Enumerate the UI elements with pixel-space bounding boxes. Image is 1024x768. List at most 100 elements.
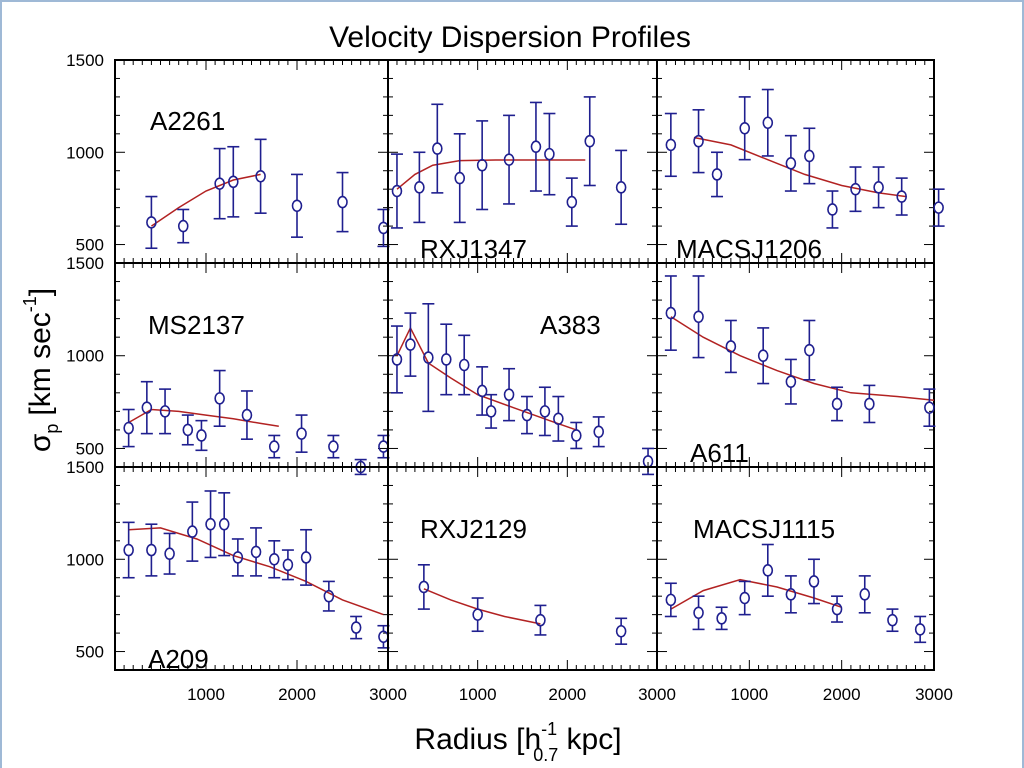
data-point	[785, 375, 797, 388]
panel-frame	[656, 466, 935, 671]
data-point	[716, 612, 727, 625]
data-point	[350, 621, 362, 634]
data-point	[873, 181, 884, 194]
y-tick-label: 1000	[66, 143, 104, 162]
panel-label: RXJ1347	[420, 234, 527, 264]
data-point	[432, 142, 443, 155]
fit-curve	[128, 408, 279, 427]
data-point	[665, 306, 677, 320]
y-tick-label: 500	[76, 439, 104, 458]
data-point	[123, 421, 134, 435]
data-point	[831, 397, 843, 411]
x-tick-label: 2000	[278, 685, 316, 704]
data-point	[584, 134, 596, 148]
y-tick-label: 1500	[66, 458, 104, 477]
x-tick-label: 2000	[548, 685, 586, 704]
data-point	[268, 552, 280, 566]
data-point	[146, 216, 157, 229]
data-point	[282, 558, 294, 572]
data-point	[187, 525, 198, 538]
x-tick-label: 2000	[823, 685, 861, 704]
data-point	[300, 551, 312, 564]
data-point	[177, 219, 189, 233]
data-point	[896, 190, 907, 203]
panel-grid: A2261 RXJ1347 MACSJ1206 MS2137 A383 A611 A209 R…	[66, 51, 953, 704]
data-point	[570, 429, 582, 442]
data-point	[665, 593, 677, 607]
panel-label: MACSJ1206	[676, 234, 822, 264]
data-point	[182, 423, 194, 437]
data-point	[914, 623, 926, 636]
data-point	[924, 401, 935, 414]
data-point	[418, 580, 430, 594]
y-tick-label: 1000	[66, 347, 104, 366]
data-point	[414, 181, 425, 194]
data-point	[804, 149, 815, 163]
data-point	[337, 195, 348, 209]
data-point	[739, 121, 751, 135]
data-point	[476, 384, 488, 398]
panel-label: A209	[148, 644, 209, 674]
panel-label: RXJ2129	[420, 514, 527, 544]
y-axis-label: σp[km sec-1]	[20, 288, 62, 452]
data-point	[423, 351, 434, 364]
data-point	[391, 353, 403, 366]
data-point	[615, 624, 627, 638]
data-point	[391, 184, 403, 198]
data-point	[544, 147, 555, 161]
data-point	[503, 153, 515, 166]
y-tick-label: 1000	[66, 550, 104, 569]
data-point	[593, 425, 605, 439]
data-point	[827, 203, 838, 216]
panel-frame	[114, 59, 389, 264]
panel-label: MS2137	[148, 310, 245, 340]
data-point	[864, 397, 875, 411]
fit-curve	[670, 578, 842, 610]
data-point	[228, 175, 239, 189]
data-point	[762, 116, 774, 130]
panel-label: A611	[690, 438, 749, 468]
data-point	[268, 440, 280, 453]
panel-a611: A611	[656, 262, 936, 468]
fit-curve	[150, 173, 261, 227]
data-point	[205, 517, 216, 531]
x-tick-label: 3000	[369, 685, 407, 704]
panel-a2261: A2261	[114, 59, 390, 264]
data-point	[378, 440, 389, 453]
chart-title: Velocity Dispersion Profiles	[329, 21, 691, 54]
data-point	[196, 429, 207, 442]
data-point	[141, 401, 153, 414]
data-point	[665, 138, 677, 152]
data-point	[711, 168, 723, 181]
data-point	[472, 608, 483, 621]
data-point	[241, 408, 253, 422]
data-point	[164, 547, 175, 561]
data-point	[859, 588, 871, 601]
panel-macsj1206: MACSJ1206	[656, 59, 945, 264]
data-point	[146, 543, 157, 557]
data-point	[615, 181, 627, 194]
panel-macsj1115: MACSJ1115	[656, 466, 935, 671]
data-point	[476, 158, 488, 172]
y-tick-label: 500	[76, 643, 104, 662]
data-point	[123, 543, 134, 557]
data-point	[785, 588, 797, 601]
data-point	[933, 201, 944, 214]
data-point	[291, 199, 303, 213]
data-point	[530, 140, 542, 154]
data-point	[553, 412, 564, 426]
x-axis-label: Radius [h-1 0.7 kpc]	[414, 719, 621, 765]
data-point	[159, 405, 171, 418]
x-tick-label: 3000	[638, 685, 676, 704]
y-tick-label: 1500	[66, 254, 104, 273]
data-point	[485, 405, 497, 418]
panel-ms2137: MS2137	[114, 262, 390, 476]
data-point	[232, 551, 244, 564]
data-point	[454, 171, 466, 185]
data-point	[785, 157, 797, 170]
panel-a383: A383	[387, 262, 658, 476]
data-point	[328, 440, 339, 453]
panel-label: A383	[540, 310, 601, 340]
data-point	[539, 405, 551, 418]
data-point	[378, 221, 389, 235]
